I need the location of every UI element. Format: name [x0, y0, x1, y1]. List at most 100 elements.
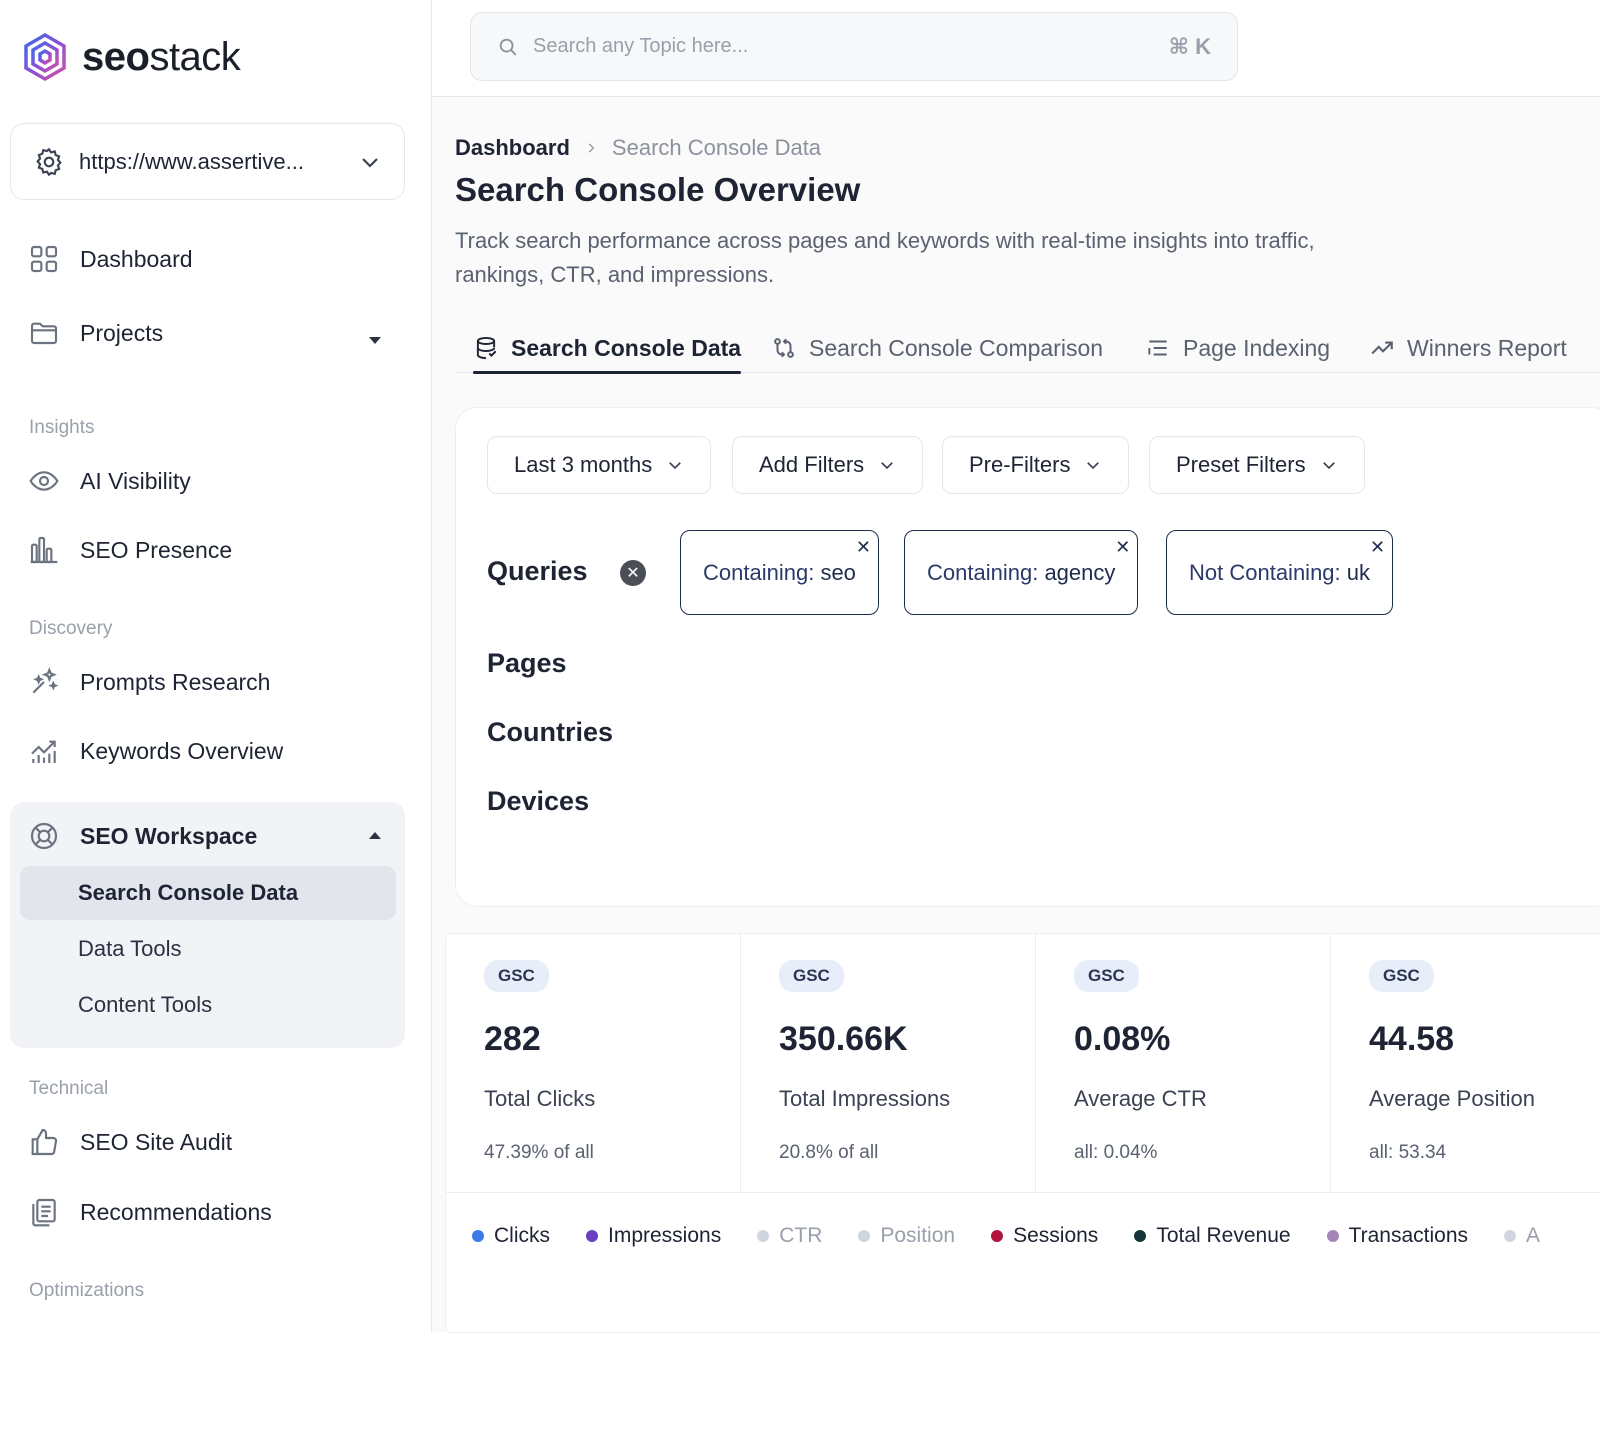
sidebar-item-label: Dashboard [80, 245, 193, 272]
trending-up-icon [1371, 341, 1393, 355]
close-icon[interactable]: ✕ [855, 537, 871, 557]
document-list-icon [32, 1198, 56, 1227]
filter-group-pages[interactable]: Pages [487, 648, 567, 678]
site-selector[interactable]: https://www.assertive... [10, 123, 405, 200]
stat-label: Total Impressions [779, 1086, 951, 1111]
legend-toggle[interactable]: Impressions [586, 1224, 721, 1248]
sidebar-item-label: Recommendations [80, 1198, 272, 1225]
caret-up-icon[interactable] [369, 832, 381, 839]
chart-legend: Clicks Impressions CTR Position Sessions Tota… [472, 1224, 1540, 1248]
stat-value: 350.66K [779, 1020, 908, 1058]
search-input[interactable]: Search any Topic here... ⌘ K [470, 12, 1238, 81]
tab-search-console-data[interactable]: Search Console Data [473, 323, 742, 374]
sidebar-item-label: SEO Site Audit [80, 1128, 233, 1155]
chevron-down-icon [362, 157, 378, 168]
tab-search-console-comparison[interactable]: Search Console Comparison [771, 323, 1103, 373]
source-badge: GSC [484, 960, 549, 992]
sidebar-item-label: Prompts Research [80, 668, 271, 695]
compare-arrows-icon [774, 338, 794, 358]
brand-logo[interactable]: seostack [22, 32, 241, 82]
legend-toggle[interactable]: CTR [757, 1224, 822, 1248]
caret-down-icon[interactable] [369, 337, 381, 344]
page-description: Track search performance across pages an… [455, 228, 1315, 287]
sidebar-subitem-data-tools[interactable]: Data Tools [78, 936, 182, 961]
divider [446, 1192, 1600, 1193]
filter-chip[interactable]: Not Containing: uk ✕ [1166, 530, 1394, 615]
legend-toggle[interactable]: Transactions [1326, 1224, 1469, 1248]
sidebar-item-keywords-overview[interactable]: Keywords Overview [28, 731, 283, 771]
brand-name: seostack [82, 34, 241, 79]
pre-filters-dropdown[interactable]: Pre-Filters [942, 436, 1130, 494]
legend-label: CTR [779, 1224, 823, 1247]
button-label: Add Filters [759, 452, 865, 477]
tab-winners-report[interactable]: Winners Report [1369, 323, 1567, 373]
legend-label: Impressions [608, 1224, 722, 1247]
trending-chart-icon [31, 740, 56, 763]
stat-total-impressions: GSC 350.66K Total Impressions 20.8% of a… [741, 934, 1036, 1192]
legend-toggle[interactable]: Position [858, 1224, 955, 1248]
stat-subtext: all: 53.34 [1369, 1142, 1447, 1163]
legend-toggle[interactable]: A [1504, 1224, 1540, 1248]
legend-label: Position [880, 1224, 956, 1247]
folder-icon [30, 322, 58, 345]
bar-chart-icon [30, 536, 58, 564]
stat-total-clicks: GSC 282 Total Clicks 47.39% of all [446, 934, 741, 1192]
eye-icon [29, 471, 59, 491]
sidebar-item-projects[interactable]: Projects [28, 313, 163, 353]
tab-label: Search Console Comparison [809, 334, 1104, 361]
close-icon[interactable]: ✕ [1369, 537, 1386, 557]
chip-value: uk [1346, 559, 1371, 585]
sidebar-item-seo-presence[interactable]: SEO Presence [28, 530, 232, 570]
close-icon[interactable]: ✕ [1115, 537, 1131, 557]
source-badge: GSC [779, 960, 844, 992]
tab-label: Winners Report [1407, 334, 1567, 361]
legend-dot-icon [858, 1230, 871, 1242]
gear-icon [36, 147, 62, 176]
legend-dot-icon [991, 1230, 1004, 1242]
tab-page-indexing[interactable]: Page Indexing [1145, 323, 1330, 373]
sidebar-item-seo-workspace[interactable]: SEO Workspace [28, 816, 257, 856]
site-url: https://www.assertive... [79, 148, 304, 174]
source-badge: GSC [1074, 960, 1139, 992]
sidebar-subitem-content-tools[interactable]: Content Tools [78, 992, 213, 1017]
chevron-down-icon [669, 462, 682, 470]
preset-filters-dropdown[interactable]: Preset Filters [1149, 436, 1365, 494]
main-content: Dashboard Search Console Data Search Con… [432, 97, 1600, 1333]
filter-group-devices[interactable]: Devices [487, 786, 590, 816]
filter-chip[interactable]: Containing: seo ✕ [680, 530, 879, 615]
legend-label: Clicks [494, 1224, 550, 1247]
add-filters-dropdown[interactable]: Add Filters [732, 436, 924, 494]
search-icon [499, 38, 517, 55]
legend-label: A [1526, 1224, 1541, 1247]
stat-label: Total Clicks [484, 1086, 596, 1111]
section-insights: Insights [29, 417, 95, 438]
sidebar-item-label: SEO Presence [80, 536, 233, 563]
sidebar-item-seo-site-audit[interactable]: SEO Site Audit [28, 1122, 232, 1162]
sidebar-group-seo-workspace: SEO Workspace Search Console Data Data T… [10, 802, 405, 1048]
button-label: Pre-Filters [969, 452, 1071, 477]
top-bar: Search any Topic here... ⌘ K [432, 0, 1600, 97]
filter-group-queries[interactable]: Queries [487, 556, 588, 586]
legend-toggle[interactable]: Clicks [472, 1224, 550, 1248]
chevron-right-icon [588, 143, 595, 153]
list-icon [1148, 340, 1167, 356]
sidebar-item-ai-visibility[interactable]: AI Visibility [28, 461, 191, 501]
sidebar-item-dashboard[interactable]: Dashboard [28, 239, 193, 279]
sidebar-item-recommendations[interactable]: Recommendations [28, 1192, 272, 1232]
sidebar-subitem-search-console-data[interactable]: Search Console Data [20, 866, 396, 920]
sidebar-item-label: Projects [80, 319, 164, 346]
breadcrumb-root[interactable]: Dashboard [455, 135, 570, 160]
section-optimizations: Optimizations [29, 1280, 145, 1301]
chip-prefix: Containing: [927, 559, 1039, 585]
sidebar-item-prompts-research[interactable]: Prompts Research [28, 662, 270, 702]
date-range-dropdown[interactable]: Last 3 months [487, 436, 712, 494]
clear-queries-icon[interactable]: ✕ [620, 560, 646, 586]
search-placeholder: Search any Topic here... [533, 35, 749, 57]
filter-group-countries[interactable]: Countries [487, 717, 614, 747]
legend-toggle[interactable]: Total Revenue [1134, 1224, 1291, 1248]
filter-chip[interactable]: Containing: agency ✕ [904, 530, 1139, 615]
legend-toggle[interactable]: Sessions [991, 1224, 1098, 1248]
section-technical: Technical [29, 1078, 109, 1099]
legend-label: Transactions [1348, 1224, 1469, 1247]
stat-average-ctr: GSC 0.08% Average CTR all: 0.04% [1036, 934, 1331, 1192]
